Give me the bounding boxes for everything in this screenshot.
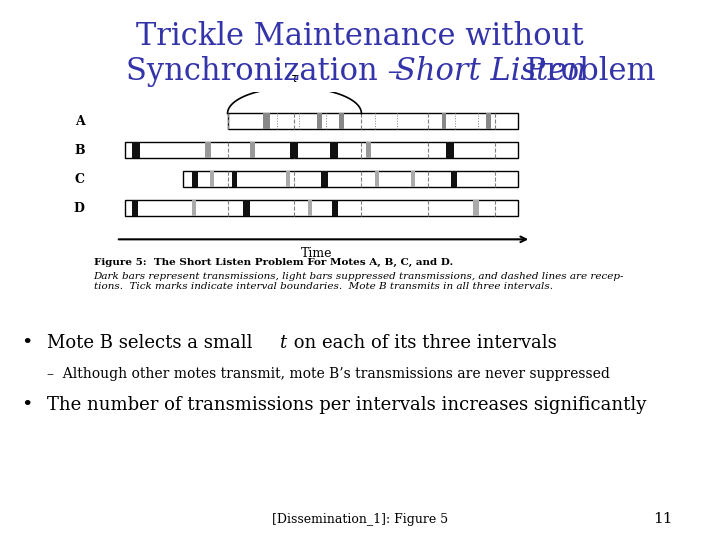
Text: D: D — [73, 202, 85, 215]
Text: •: • — [22, 334, 33, 352]
Text: Problem: Problem — [516, 56, 655, 87]
Bar — [286, 171, 290, 187]
Text: –  Although other motes transmit, mote B’s transmissions are never suppressed: – Although other motes transmit, mote B’… — [47, 367, 610, 381]
Text: t: t — [279, 334, 287, 352]
Bar — [308, 200, 312, 216]
Bar — [228, 113, 518, 130]
Bar — [451, 171, 457, 187]
Text: Trickle Maintenance without: Trickle Maintenance without — [136, 21, 584, 52]
Text: 11: 11 — [652, 512, 672, 526]
Bar — [250, 143, 255, 158]
Bar — [366, 143, 372, 158]
Bar — [290, 143, 298, 158]
Bar — [446, 143, 454, 158]
Bar — [487, 113, 491, 130]
Text: •: • — [22, 396, 33, 414]
Bar — [192, 200, 197, 216]
Bar — [473, 200, 480, 216]
Text: Synchronization –: Synchronization – — [126, 56, 413, 87]
Text: Short Listen: Short Listen — [395, 56, 585, 87]
Bar — [125, 143, 518, 158]
Text: C: C — [75, 173, 85, 186]
Bar — [330, 143, 338, 158]
Bar — [410, 171, 415, 187]
Bar — [125, 200, 518, 216]
Bar — [232, 171, 238, 187]
Bar — [243, 200, 250, 216]
Bar — [264, 113, 270, 130]
Bar — [442, 113, 446, 130]
Text: $\tau$: $\tau$ — [289, 72, 300, 85]
Bar — [205, 143, 210, 158]
Text: Dark bars represent transmissions, light bars suppressed transmissions, and dash: Dark bars represent transmissions, light… — [94, 272, 624, 291]
Bar — [132, 200, 138, 216]
Text: B: B — [74, 144, 85, 157]
Bar — [317, 113, 322, 130]
Bar — [192, 171, 198, 187]
Text: A: A — [75, 115, 85, 128]
Bar — [321, 171, 328, 187]
Bar — [375, 171, 379, 187]
Text: Figure 5:  The Short Listen Problem For Motes A, B, C, and D.: Figure 5: The Short Listen Problem For M… — [94, 258, 453, 267]
Bar — [210, 171, 214, 187]
Text: [Dissemination_1]: Figure 5: [Dissemination_1]: Figure 5 — [272, 513, 448, 526]
Bar — [333, 200, 338, 216]
Text: on each of its three intervals: on each of its three intervals — [288, 334, 557, 352]
Text: Mote B selects a small: Mote B selects a small — [47, 334, 258, 352]
Text: The number of transmissions per intervals increases significantly: The number of transmissions per interval… — [47, 396, 646, 414]
Bar — [132, 143, 140, 158]
Bar — [183, 171, 518, 187]
Bar — [339, 113, 343, 130]
Text: Time: Time — [301, 247, 333, 260]
